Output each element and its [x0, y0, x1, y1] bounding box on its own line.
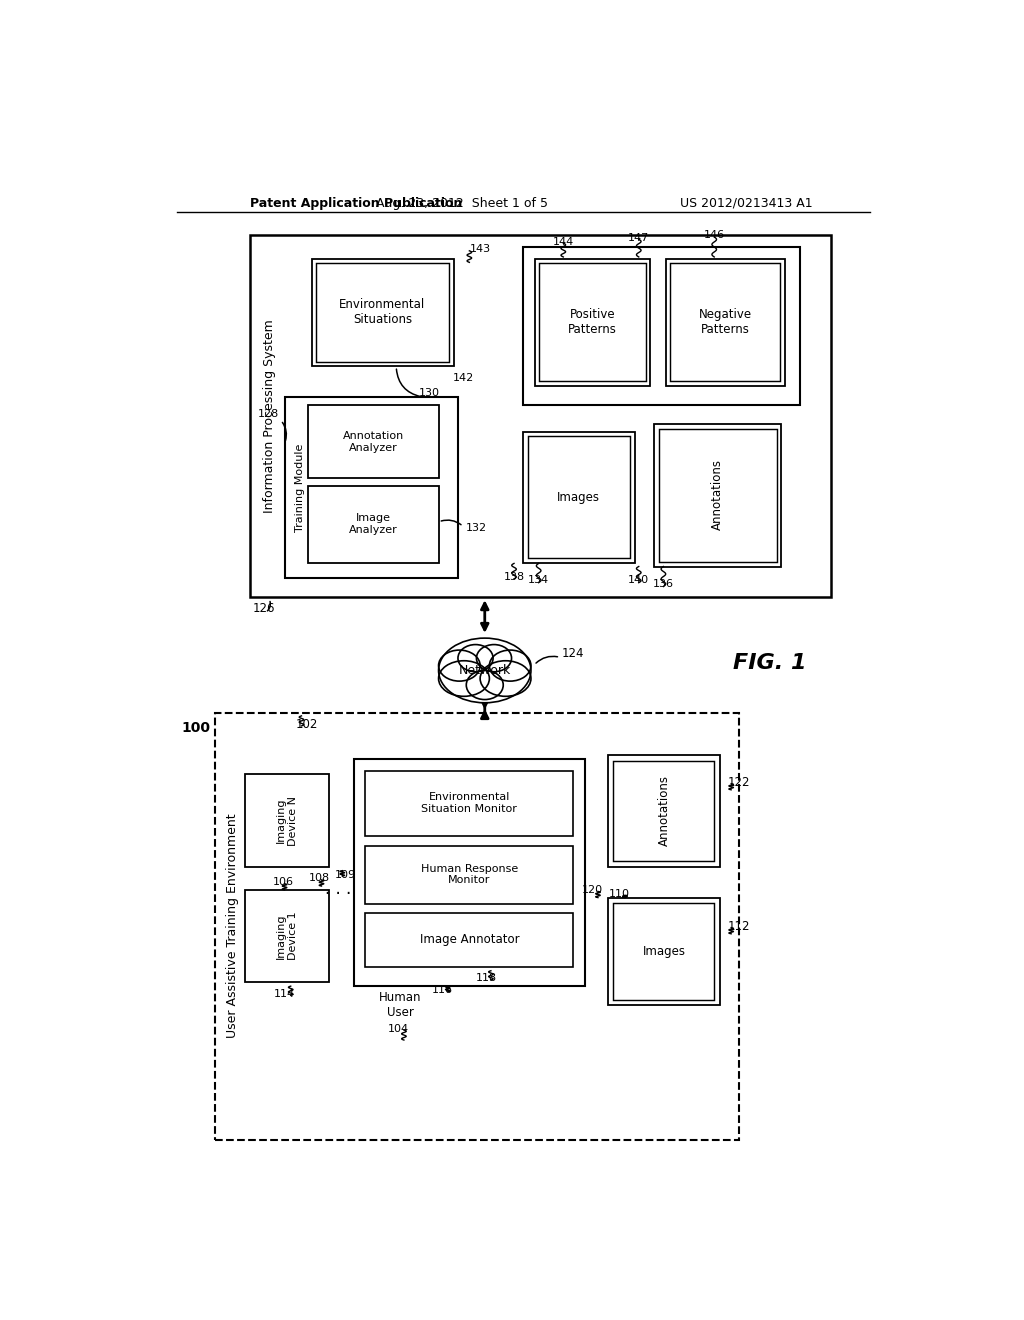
Ellipse shape — [480, 661, 531, 697]
Text: Network: Network — [459, 664, 511, 677]
Text: 108: 108 — [309, 874, 331, 883]
Text: 143: 143 — [469, 244, 490, 255]
Text: FIG. 1: FIG. 1 — [733, 653, 807, 673]
Bar — [608, 755, 720, 867]
Bar — [671, 263, 780, 381]
Text: 147: 147 — [628, 232, 649, 243]
Text: Patent Application Publication: Patent Application Publication — [250, 197, 462, 210]
Bar — [666, 259, 785, 385]
Bar — [307, 486, 438, 562]
Bar — [613, 903, 714, 1001]
Bar — [528, 437, 631, 558]
Text: 128: 128 — [258, 409, 280, 418]
Bar — [523, 432, 635, 562]
Text: Annotation
Analyzer: Annotation Analyzer — [342, 430, 403, 453]
Text: 146: 146 — [703, 231, 725, 240]
Text: User Assistive Training Environment: User Assistive Training Environment — [226, 813, 240, 1039]
Text: Images: Images — [557, 491, 600, 504]
Text: 126: 126 — [252, 602, 274, 615]
Ellipse shape — [438, 661, 489, 697]
Text: Information Processing System: Information Processing System — [263, 319, 275, 513]
Text: 106: 106 — [273, 878, 294, 887]
Text: Negative
Patterns: Negative Patterns — [699, 309, 753, 337]
Text: Images: Images — [643, 945, 686, 958]
Ellipse shape — [438, 638, 531, 702]
Text: Human
User: Human User — [379, 991, 421, 1019]
Bar — [608, 898, 720, 1006]
Text: 130: 130 — [419, 388, 440, 399]
Bar — [613, 760, 714, 862]
Text: 124: 124 — [562, 647, 585, 660]
Text: 144: 144 — [553, 236, 573, 247]
Text: 118: 118 — [476, 973, 497, 983]
Text: 110: 110 — [609, 888, 630, 899]
Text: 140: 140 — [628, 576, 649, 585]
Text: 114: 114 — [274, 989, 295, 999]
Text: 112: 112 — [727, 920, 750, 933]
Text: 138: 138 — [504, 572, 524, 582]
Ellipse shape — [476, 644, 512, 672]
Bar — [535, 259, 650, 385]
Text: Annotations: Annotations — [711, 459, 724, 531]
Text: US 2012/0213413 A1: US 2012/0213413 A1 — [680, 197, 813, 210]
Bar — [654, 424, 781, 566]
Text: Imaging
Device N: Imaging Device N — [276, 796, 298, 846]
Text: Image Annotator: Image Annotator — [420, 933, 519, 946]
Text: 100: 100 — [181, 721, 211, 735]
Bar — [523, 247, 801, 405]
Text: Training Module: Training Module — [295, 444, 305, 532]
Ellipse shape — [466, 671, 503, 700]
Ellipse shape — [438, 649, 480, 681]
Ellipse shape — [489, 649, 531, 681]
Text: Environmental
Situations: Environmental Situations — [339, 298, 426, 326]
Bar — [366, 846, 573, 904]
Text: 142: 142 — [453, 372, 474, 383]
Bar — [316, 263, 450, 362]
Text: 134: 134 — [528, 576, 549, 585]
Text: Human Response
Monitor: Human Response Monitor — [421, 863, 518, 886]
Text: 116: 116 — [432, 985, 453, 995]
Text: 132: 132 — [466, 523, 486, 533]
Bar — [250, 235, 831, 598]
Text: 122: 122 — [727, 776, 750, 788]
Bar — [245, 890, 330, 982]
Bar — [311, 259, 454, 367]
Bar — [658, 429, 776, 562]
Text: 109: 109 — [335, 870, 355, 879]
Bar — [245, 775, 330, 867]
Bar — [285, 397, 458, 578]
Text: 102: 102 — [296, 718, 318, 731]
Bar — [307, 405, 438, 478]
Bar — [540, 263, 646, 381]
Text: Aug. 23, 2012  Sheet 1 of 5: Aug. 23, 2012 Sheet 1 of 5 — [376, 197, 548, 210]
Text: Imaging
Device 1: Imaging Device 1 — [276, 912, 298, 961]
Bar — [366, 771, 573, 836]
Ellipse shape — [458, 644, 494, 672]
Text: Image
Analyzer: Image Analyzer — [349, 513, 397, 535]
Text: Positive
Patterns: Positive Patterns — [568, 309, 617, 337]
Text: 120: 120 — [582, 884, 603, 895]
Text: · · ·: · · · — [326, 884, 351, 903]
Text: 136: 136 — [653, 579, 674, 589]
Text: Annotations: Annotations — [657, 775, 671, 846]
Bar — [215, 713, 739, 1140]
Text: Environmental
Situation Monitor: Environmental Situation Monitor — [422, 792, 517, 813]
Bar — [354, 759, 585, 986]
Bar — [366, 913, 573, 966]
Text: 104: 104 — [388, 1023, 409, 1034]
